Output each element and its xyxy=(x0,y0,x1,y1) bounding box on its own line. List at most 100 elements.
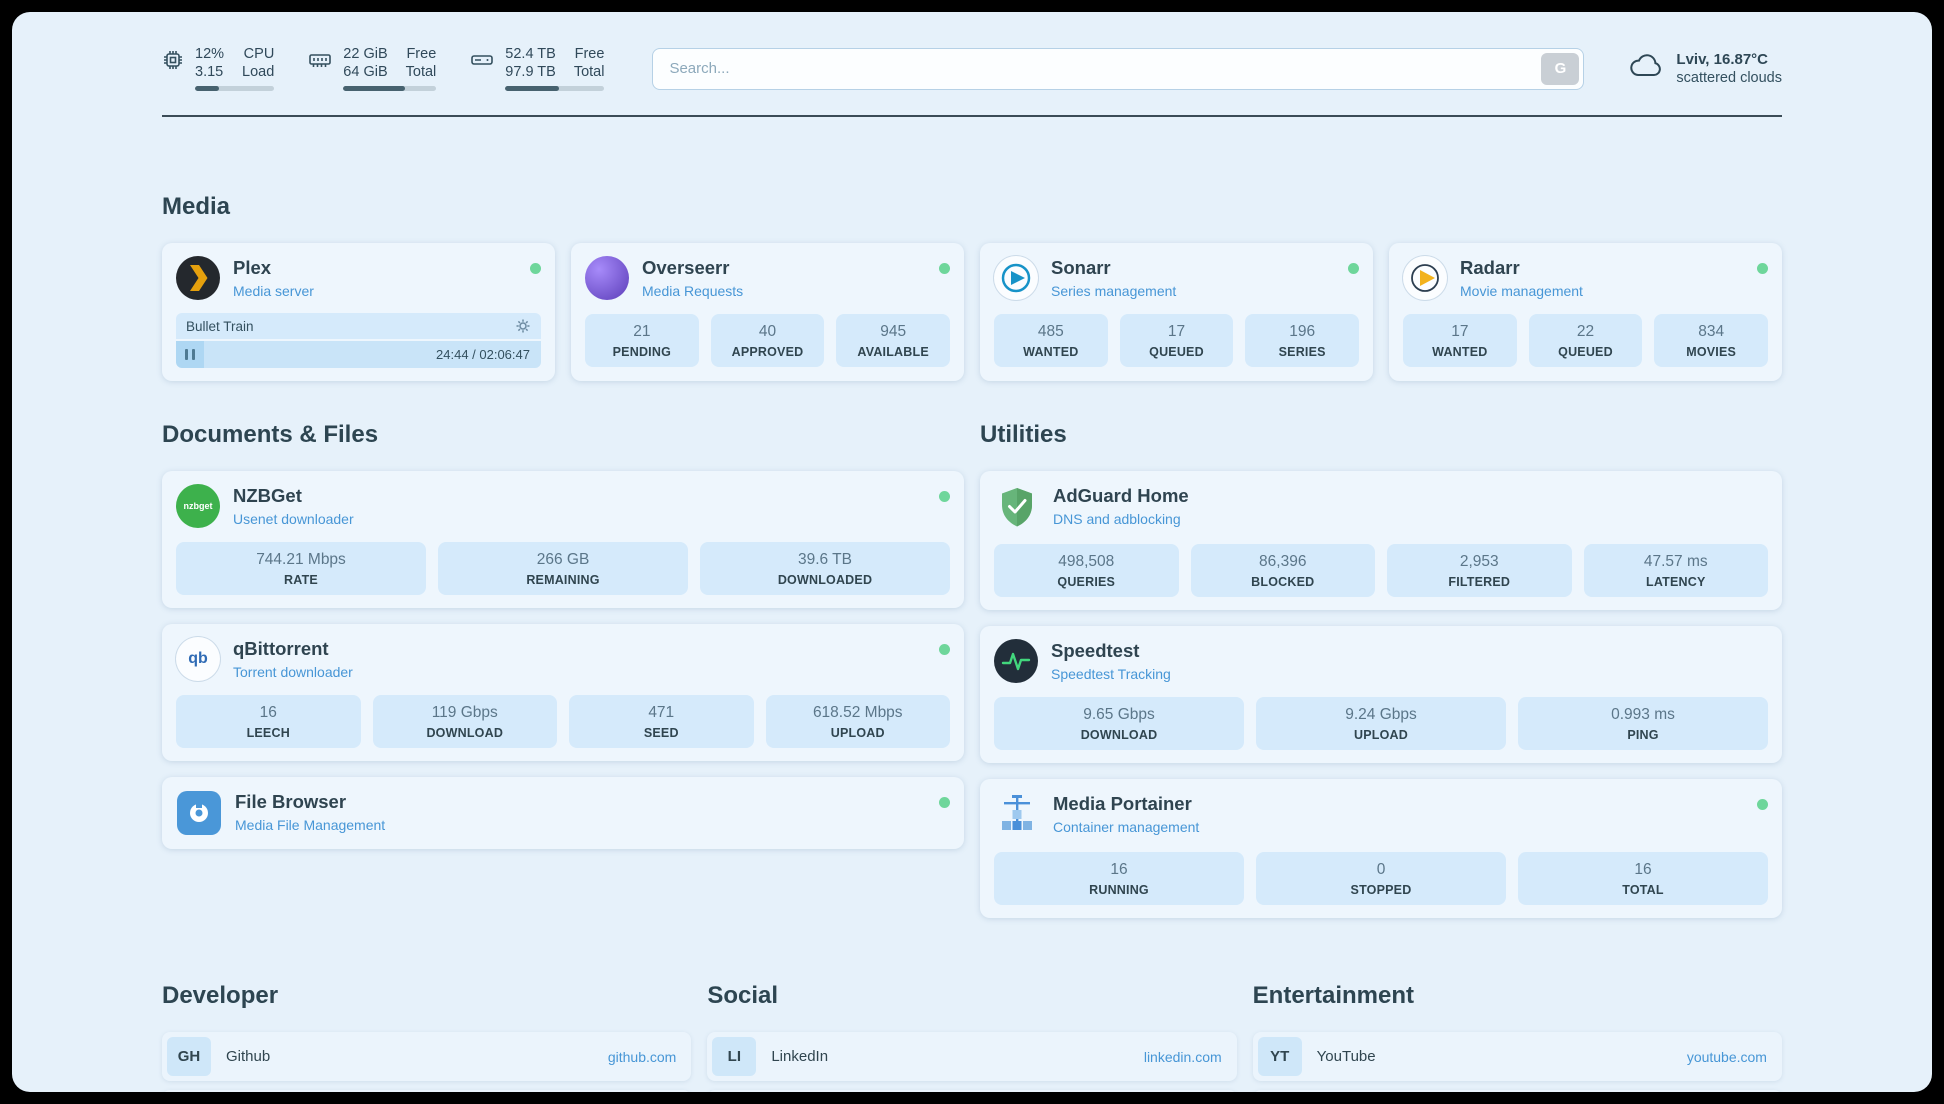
search-provider-button[interactable]: G xyxy=(1541,52,1580,85)
stat-approved: 40 APPROVED xyxy=(710,314,825,367)
service-card-nzbget[interactable]: nzbget NZBGet Usenet downloader 744.21 M… xyxy=(162,471,964,608)
status-dot xyxy=(939,797,950,808)
service-card-overseerr[interactable]: Overseerr Media Requests 21 PENDING 40 A… xyxy=(571,243,964,381)
cpu-widget: 12% CPU 3.15 Load xyxy=(162,46,275,91)
search-input[interactable] xyxy=(652,47,1585,90)
memory-bar-fill xyxy=(343,86,405,91)
service-subtitle: Media File Management xyxy=(235,817,386,833)
stat-ping: 0.993 ms PING xyxy=(1518,697,1768,750)
service-card-qbittorrent[interactable]: qb qBittorrent Torrent downloader 16 LEE… xyxy=(162,624,964,761)
stat-upload: 9.24 Gbps UPLOAD xyxy=(1256,697,1506,750)
disk-total: 97.9 TB xyxy=(505,64,556,80)
disk-bar-fill xyxy=(505,86,559,91)
service-card-sonarr[interactable]: Sonarr Series management 485 WANTED 17 Q… xyxy=(980,243,1373,381)
developer-column: Developer GH Github github.com SO StackO… xyxy=(162,982,692,1092)
service-card-adguard[interactable]: AdGuard Home DNS and adblocking 498,508 … xyxy=(980,471,1782,610)
sonarr-icon xyxy=(994,256,1038,300)
section-title-media: Media xyxy=(162,193,231,220)
qbittorrent-icon: qb xyxy=(176,637,220,681)
section-title-entertainment: Entertainment xyxy=(1252,982,1415,1009)
service-card-speedtest[interactable]: Speedtest Speedtest Tracking 9.65 Gbps D… xyxy=(980,626,1782,763)
service-title: File Browser xyxy=(235,791,347,812)
link-url: youtube.com xyxy=(1686,1048,1767,1065)
service-title: AdGuard Home xyxy=(1053,485,1189,506)
service-title: Plex xyxy=(233,257,272,278)
media-card-grid: Plex Media server Bullet Train xyxy=(162,243,1782,381)
stat-available: 945 AVAILABLE xyxy=(836,314,950,367)
status-dot xyxy=(530,263,541,274)
memory-free: 22 GiB xyxy=(343,46,388,62)
service-title: Radarr xyxy=(1460,257,1520,278)
service-title: NZBGet xyxy=(233,485,302,506)
status-dot xyxy=(939,644,950,655)
link-youtube[interactable]: YT YouTube youtube.com xyxy=(1252,1032,1782,1081)
plex-icon xyxy=(176,256,220,300)
memory-free-label: Free xyxy=(406,46,437,62)
pause-button[interactable] xyxy=(176,341,204,368)
stat-download: 119 Gbps DOWNLOAD xyxy=(372,695,557,748)
link-github[interactable]: GH Github github.com xyxy=(162,1032,692,1081)
section-title-documents: Documents & Files xyxy=(162,421,379,448)
section-title-developer: Developer xyxy=(162,982,279,1009)
playback-time: 24:44 / 02:06:47 xyxy=(436,347,530,362)
utilities-column: Utilities xyxy=(980,421,1782,918)
pause-icon xyxy=(185,349,188,360)
service-subtitle: Media Requests xyxy=(642,283,744,299)
link-name: Github xyxy=(226,1048,271,1065)
status-dot xyxy=(1757,263,1768,274)
cpu-load: 3.15 xyxy=(195,64,224,80)
stat-leech: 16 LEECH xyxy=(176,695,361,748)
radarr-icon xyxy=(1403,256,1447,300)
service-card-plex[interactable]: Plex Media server Bullet Train xyxy=(162,243,555,381)
top-bar: 12% CPU 3.15 Load xyxy=(162,12,1782,91)
stat-total: 16 TOTAL xyxy=(1518,852,1768,905)
status-dot xyxy=(1757,799,1768,810)
cpu-bar-fill xyxy=(195,86,219,91)
memory-widget: 22 GiB Free 64 GiB Total xyxy=(308,46,437,91)
link-name: LinkedIn xyxy=(771,1048,829,1065)
link-url: github.com xyxy=(607,1048,677,1065)
service-title: qBittorrent xyxy=(233,638,329,659)
stat-filtered: 2,953 FILTERED xyxy=(1387,544,1572,597)
stat-blocked: 86,396 BLOCKED xyxy=(1190,544,1375,597)
service-card-portainer[interactable]: Media Portainer Container management 16 … xyxy=(980,779,1782,918)
service-subtitle: Torrent downloader xyxy=(233,664,353,680)
status-dot xyxy=(939,491,950,502)
overseerr-icon xyxy=(585,256,629,300)
service-title: Speedtest xyxy=(1051,640,1140,661)
weather-condition: scattered clouds xyxy=(1676,70,1782,86)
service-title: Media Portainer xyxy=(1053,793,1192,814)
service-card-radarr[interactable]: Radarr Movie management 17 WANTED 22 QUE… xyxy=(1389,243,1782,381)
service-subtitle: Series management xyxy=(1051,283,1177,299)
weather-location: Lviv, 16.87°C xyxy=(1676,51,1769,68)
memory-icon xyxy=(308,49,332,91)
cpu-label: CPU xyxy=(243,46,275,62)
portainer-icon xyxy=(994,792,1040,838)
now-playing-title: Bullet Train xyxy=(186,318,254,334)
status-dot xyxy=(1348,263,1359,274)
link-url: linkedin.com xyxy=(1143,1048,1222,1065)
link-linkedin[interactable]: LI LinkedIn linkedin.com xyxy=(707,1032,1237,1081)
stat-download: 9.65 Gbps DOWNLOAD xyxy=(994,697,1244,750)
link-stackoverflow[interactable]: SO StackOverflow stackoverflow.com xyxy=(162,1090,692,1092)
service-card-filebrowser[interactable]: File Browser Media File Management xyxy=(162,777,964,849)
stat-stopped: 0 STOPPED xyxy=(1256,852,1506,905)
disk-free: 52.4 TB xyxy=(505,46,556,62)
stat-rate: 744.21 Mbps RATE xyxy=(176,542,426,595)
cpu-icon xyxy=(162,49,184,91)
stat-queries: 498,508 QUERIES xyxy=(994,544,1179,597)
link-netflix[interactable]: NF Netflix netflix.com xyxy=(1252,1090,1782,1092)
stat-wanted: 485 WANTED xyxy=(994,314,1108,367)
adguard-icon xyxy=(994,484,1040,530)
link-twitter[interactable]: TW Twitter twitter.com xyxy=(707,1090,1237,1092)
link-name: YouTube xyxy=(1316,1048,1376,1065)
stat-pending: 21 PENDING xyxy=(585,314,699,367)
memory-total-label: Total xyxy=(405,64,437,80)
cpu-load-label: Load xyxy=(242,64,275,80)
documents-column: Documents & Files nzbget NZBGet Usenet d… xyxy=(162,421,964,849)
memory-total: 64 GiB xyxy=(343,64,388,80)
filebrowser-icon xyxy=(176,790,222,836)
gear-icon[interactable] xyxy=(515,318,531,334)
topbar-divider xyxy=(162,115,1782,117)
link-abbr: YT xyxy=(1257,1037,1302,1076)
